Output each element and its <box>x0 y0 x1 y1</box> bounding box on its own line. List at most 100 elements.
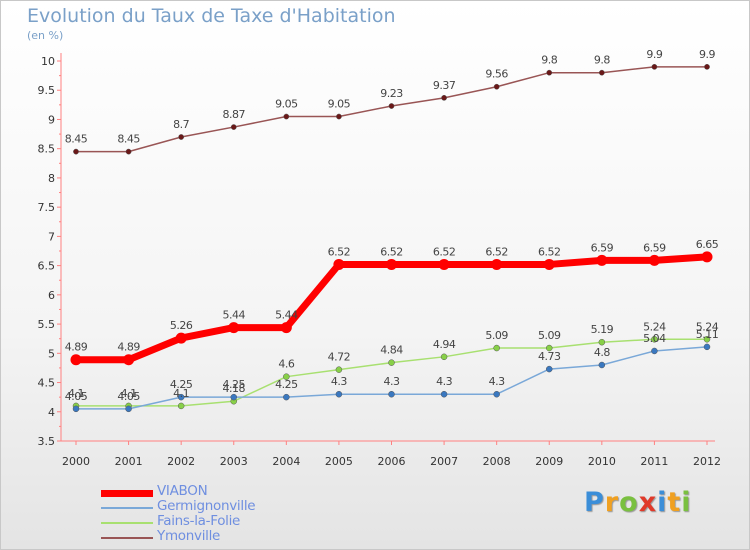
legend-swatch <box>101 507 153 509</box>
data-point <box>596 254 608 266</box>
data-point <box>388 390 395 398</box>
data-label: 5.26 <box>170 319 193 332</box>
data-label: 6.52 <box>485 245 508 258</box>
data-point <box>388 359 395 366</box>
x-tick-label: 2000 <box>62 455 90 468</box>
brand-letter: i <box>681 487 692 518</box>
data-label: 5.09 <box>485 329 508 342</box>
data-label: 4.73 <box>538 350 561 363</box>
data-label: 6.59 <box>643 241 666 254</box>
data-point <box>651 336 658 343</box>
x-tick-label: 2007 <box>430 455 458 468</box>
legend-item: VIABON <box>101 483 341 500</box>
y-tick-label: 3.5 <box>38 435 56 448</box>
x-tick-label: 2002 <box>167 455 195 468</box>
y-tick-label: 4.5 <box>38 377 56 390</box>
data-point <box>333 258 345 270</box>
data-label: 9.8 <box>541 54 557 67</box>
data-label: 5.24 <box>643 320 666 333</box>
legend-item: Germignonville <box>101 498 341 515</box>
data-point <box>70 354 82 366</box>
data-point <box>546 344 553 352</box>
data-label: 9.05 <box>275 98 298 111</box>
data-label: 9.9 <box>699 48 715 61</box>
data-point <box>441 94 447 101</box>
y-tick-label: 8 <box>48 172 55 185</box>
data-point <box>651 63 658 70</box>
data-label: 8.45 <box>65 133 88 146</box>
legend-label: Germignonville <box>157 498 256 514</box>
data-point <box>178 134 185 140</box>
data-label: 9.23 <box>380 87 403 100</box>
x-tick-label: 2012 <box>693 455 721 468</box>
data-point <box>386 258 397 270</box>
data-label: 5.44 <box>275 309 298 322</box>
chart-title: Evolution du Taux de Taxe d'Habitation <box>27 5 396 27</box>
data-label: 5.11 <box>696 328 719 341</box>
data-point <box>598 338 606 346</box>
y-tick-label: 10 <box>41 55 55 68</box>
y-tick-label: 4 <box>48 406 55 419</box>
data-label: 4.25 <box>170 378 193 391</box>
y-tick-label: 9.5 <box>38 84 56 97</box>
data-label: 9.8 <box>594 54 610 67</box>
data-point <box>73 148 79 155</box>
data-point <box>493 390 500 398</box>
data-label: 8.7 <box>173 118 189 131</box>
series-line-3 <box>76 66 707 153</box>
data-label: 6.59 <box>591 241 614 254</box>
data-point <box>598 361 606 369</box>
data-label: 6.52 <box>538 245 561 258</box>
data-point <box>123 354 135 366</box>
legend-swatch <box>101 522 153 524</box>
brand-letter: r <box>604 487 620 518</box>
legend-item: Fains-la-Folie <box>101 513 341 530</box>
data-label: 4.05 <box>117 390 140 403</box>
data-point <box>493 83 500 90</box>
x-tick-label: 2009 <box>535 455 563 468</box>
legend-label: Fains-la-Folie <box>157 513 241 529</box>
data-label: 4.3 <box>331 375 347 388</box>
data-point <box>230 124 237 130</box>
chart-unit-label: (en %) <box>27 29 64 42</box>
data-point <box>701 251 713 263</box>
data-point <box>283 373 290 380</box>
data-label: 4.8 <box>594 346 610 359</box>
data-point <box>335 390 343 398</box>
data-label: 5.24 <box>696 320 719 333</box>
data-label: 4.94 <box>433 338 456 351</box>
data-label: 4.1 <box>121 387 137 400</box>
data-point <box>230 393 237 401</box>
x-tick-label: 2010 <box>588 455 616 468</box>
data-label: 6.52 <box>328 245 351 258</box>
legend-label: Ymonville <box>157 528 221 544</box>
data-label: 6.65 <box>696 238 719 251</box>
data-point <box>283 113 290 120</box>
data-point <box>440 390 448 398</box>
data-label: 8.45 <box>117 133 140 146</box>
y-tick-label: 7.5 <box>38 201 56 214</box>
y-tick-label: 9 <box>48 113 55 126</box>
legend-swatch <box>101 537 153 539</box>
data-label: 4.18 <box>223 382 246 395</box>
data-point <box>72 405 80 413</box>
data-point <box>651 347 658 355</box>
data-label: 4.72 <box>328 351 351 364</box>
data-label: 6.52 <box>380 245 403 258</box>
data-point <box>703 343 711 351</box>
legend-swatch <box>101 489 153 497</box>
data-point <box>177 393 185 401</box>
data-point <box>438 258 450 270</box>
chart-legend: VIABON Germignonville Fains-la-Folie Ymonvi… <box>101 483 341 545</box>
data-label: 5.19 <box>591 323 614 336</box>
y-tick-label: 5.5 <box>38 318 56 331</box>
brand-letter: P <box>584 487 605 518</box>
y-tick-label: 6.5 <box>38 260 56 273</box>
y-tick-label: 5 <box>48 347 55 360</box>
legend-item: Ymonville <box>101 528 341 545</box>
x-tick-label: 2008 <box>483 455 511 468</box>
data-point <box>598 69 605 76</box>
data-point <box>703 336 711 343</box>
data-point <box>177 402 185 410</box>
